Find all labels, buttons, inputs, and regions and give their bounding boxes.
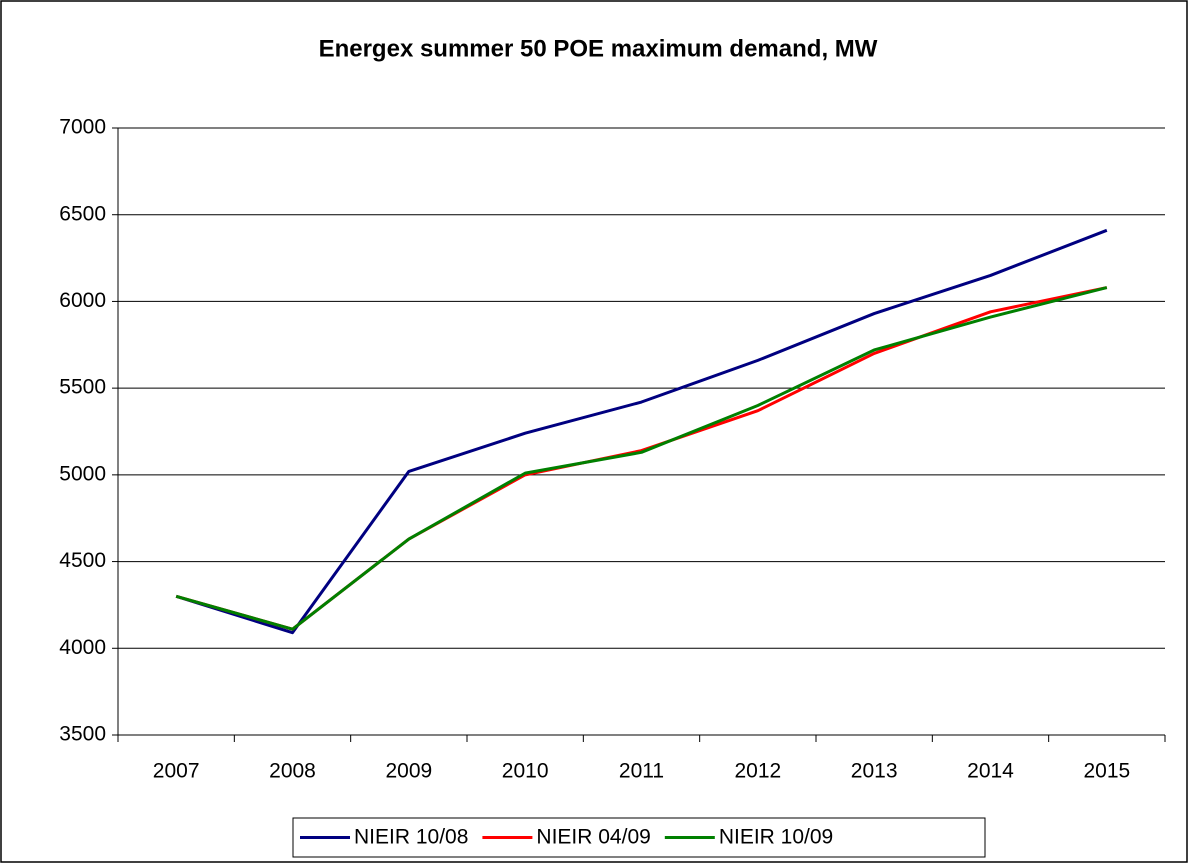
legend-box: [292, 817, 986, 858]
x-tick-label: 2012: [734, 760, 781, 783]
x-tick-label: 2009: [385, 760, 432, 783]
y-tick-label: 5000: [59, 462, 106, 485]
legend: NIEIR 10/08 NIEIR 04/09 NIEIR 10/09: [292, 817, 986, 858]
x-tick-label: 2014: [967, 760, 1014, 783]
x-tick-label: 2013: [851, 760, 898, 783]
y-tick-label: 6500: [59, 202, 106, 225]
series-line: [175, 228, 1108, 635]
legend-label: NIEIR 10/09: [719, 826, 833, 849]
x-tick-label: 2008: [269, 760, 316, 783]
legend-label: NIEIR 10/08: [354, 826, 468, 849]
y-tick-label: 5500: [59, 376, 106, 399]
x-tick-label: 2011: [619, 760, 664, 783]
y-tick-label: 6000: [59, 289, 106, 312]
y-tick-label: 7000: [59, 116, 106, 139]
x-tick-label: 2007: [153, 760, 200, 783]
y-tick-label: 3500: [59, 723, 106, 746]
y-tick-label: 4500: [59, 549, 106, 572]
x-tick-label: 2010: [502, 760, 549, 783]
y-tick-label: 4000: [59, 636, 106, 659]
series-line: [175, 286, 1108, 631]
x-tick-label: 2015: [1083, 760, 1130, 783]
chart-title: Energex summer 50 POE maximum demand, MW: [319, 35, 878, 62]
legend-label: NIEIR 04/09: [536, 826, 650, 849]
